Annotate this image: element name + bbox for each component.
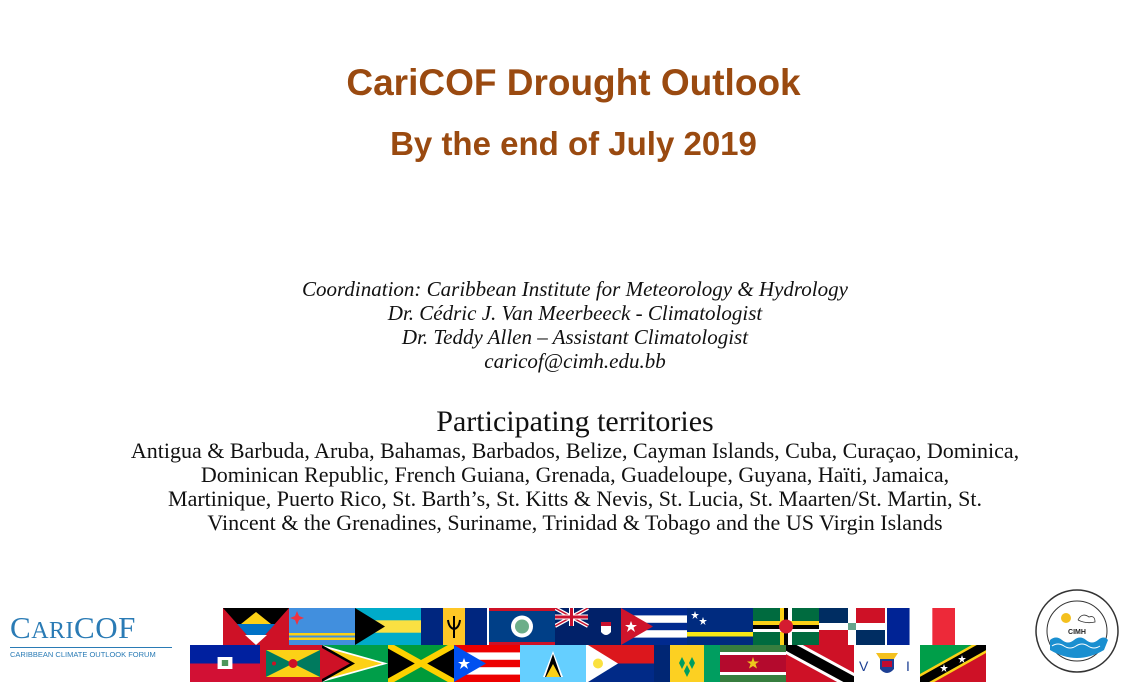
st-lucia-flag	[520, 645, 586, 682]
contact-email: caricof@cimh.edu.bb	[484, 349, 666, 373]
dominica-flag	[753, 608, 819, 645]
grenada-flag	[260, 645, 326, 682]
cimh-logo-label: CIMH	[1068, 629, 1086, 636]
haiti-flag	[190, 645, 260, 682]
territories-line: Antigua & Barbuda, Aruba, Bahamas, Barba…	[130, 438, 1020, 463]
suriname-flag	[720, 645, 786, 682]
aruba-flag	[289, 608, 355, 645]
barbados-flag	[421, 608, 487, 645]
assistant-climatologist-line: Dr. Teddy Allen – Assistant Climatologis…	[401, 325, 749, 349]
curacao-flag	[687, 608, 753, 645]
puerto-rico-flag	[454, 645, 520, 682]
territories-line: Martinique, Puerto Rico, St. Barth’s, St…	[168, 486, 982, 511]
page-subtitle: By the end of July 2019	[390, 125, 757, 162]
st-kitts-nevis-flag	[920, 645, 986, 682]
territories-list: Antigua & Barbuda, Aruba, Bahamas, Barba…	[70, 439, 1080, 535]
climatologist-line: Dr. Cédric J. Van Meerbeeck - Climatolog…	[387, 301, 763, 325]
page-title: CariCOF Drought Outlook	[346, 62, 801, 103]
svg-text:I: I	[906, 658, 910, 674]
territories-line: Vincent & the Grenadines, Suriname, Trin…	[207, 510, 943, 535]
caricof-logo: CARICOF CARIBBEAN CLIMATE OUTLOOK FORUM	[10, 612, 172, 659]
cuba-flag	[621, 608, 687, 645]
coordination-block: Coordination: Caribbean Institute for Me…	[0, 277, 1135, 373]
guyana-flag	[322, 645, 388, 682]
belize-flag	[489, 608, 555, 645]
bahamas-flag	[355, 608, 421, 645]
st-vincent-flag	[654, 645, 720, 682]
cimh-logo: CIMH	[1034, 588, 1120, 674]
caricof-logo-tagline: CARIBBEAN CLIMATE OUTLOOK FORUM	[10, 647, 172, 659]
cayman-islands-flag	[555, 608, 621, 645]
svg-text:V: V	[859, 658, 869, 674]
dominican-republic-flag	[819, 608, 885, 645]
jamaica-flag	[388, 645, 454, 682]
caricof-logo-wordmark: CARICOF	[10, 610, 136, 645]
trinidad-tobago-flag	[786, 645, 854, 682]
french-flag	[887, 608, 955, 645]
coordination-line: Coordination: Caribbean Institute for Me…	[302, 277, 848, 301]
antigua-barbuda-flag	[223, 608, 289, 645]
sint-maarten-flag	[588, 645, 654, 682]
participating-heading: Participating territories	[436, 405, 714, 438]
territories-line: Dominican Republic, French Guiana, Grena…	[200, 462, 950, 487]
